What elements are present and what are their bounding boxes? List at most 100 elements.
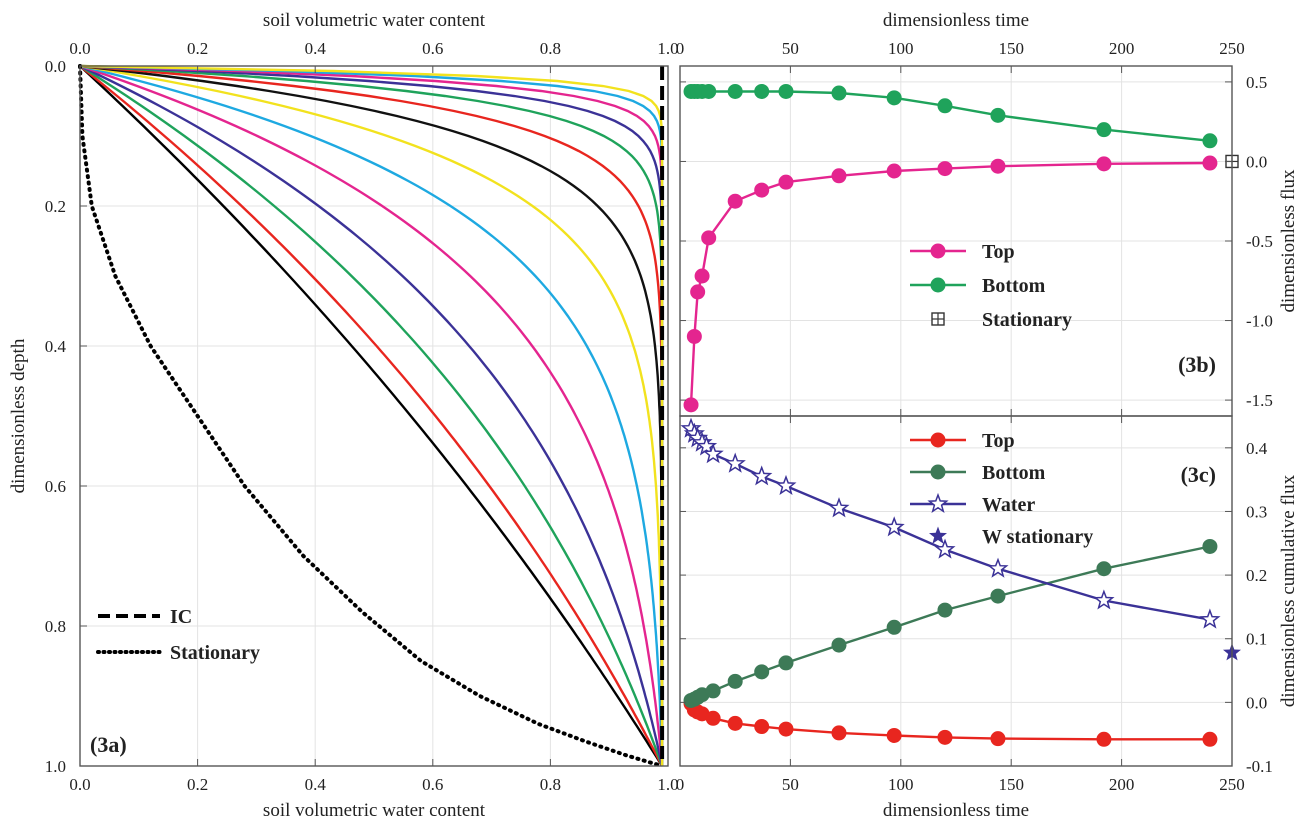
panel-3a-top-tick-label: 0.8 [540, 39, 561, 58]
panel-3c-x-tick-label: 0 [676, 775, 685, 794]
panel-3a-y-tick-label: 0.8 [45, 617, 66, 636]
panel-3c-series-water-point [775, 474, 797, 496]
panel-3b-series-top-point [886, 163, 902, 179]
panel-3c-series-water-point [987, 557, 1009, 578]
panel-3b-top-axis-label: dimensionless time [883, 10, 1029, 31]
panel-3a-bottom-tick-label: 0.4 [305, 775, 327, 794]
panel-3c-series-w-stationary-legend-marker [929, 526, 947, 544]
panel-3b-series-bottom-point [886, 90, 902, 106]
solution-curve-4 [79, 64, 664, 767]
panel-3b-series-top-point [831, 168, 847, 184]
panel-3c-x-tick-label: 150 [998, 775, 1024, 794]
panel-3a-legend: IC Stationary [96, 606, 260, 664]
panel-3b-y-tick-label: -1.0 [1246, 312, 1273, 331]
panel-3b-series-bottom-legend-marker [930, 277, 946, 293]
panel-3b-x-tick-label: 50 [782, 39, 799, 58]
panel-3c-series-water-legend-marker [927, 492, 949, 514]
panel-3c-series-bottom-point [937, 602, 953, 618]
panel-3b-series-bottom-point [1202, 133, 1218, 149]
panel-3c-series-top-point [778, 721, 794, 737]
panel-3a-grid [79, 65, 669, 767]
panel-3b-series-top-point [727, 193, 743, 209]
panel-3c-y-tick-label: 0.4 [1246, 439, 1268, 458]
panel-3b-series [683, 83, 1239, 413]
panel-3c-series-bottom-point [1202, 538, 1218, 554]
panel-3b-series-top-legend-marker [930, 243, 946, 259]
panel-3c-series-water-point [724, 452, 746, 473]
panel-3a-y-tick-label: 0.0 [45, 57, 66, 76]
panel-3a-label: (3a) [90, 732, 127, 757]
panel-3c-series-top-legend-label: Top [982, 430, 1015, 452]
panel-3b-series-bottom-point [1096, 122, 1112, 138]
panel-3c-series-top-point [705, 710, 721, 726]
panel-3b-series-stationary-legend-marker [931, 312, 945, 326]
panel-3c-ticks: 0 50 100 150 200 250 0.4 0.3 0.2 0.1 0.0 -0.1 [676, 416, 1273, 794]
panel-3c-series-top-point [990, 731, 1006, 747]
panel-3b-y-axis-label: dimensionless flux [1278, 169, 1299, 313]
panel-3c-series-bottom-legend-marker [930, 464, 946, 480]
panel-3b-series-bottom-point [701, 83, 717, 99]
panel-3c-y-tick-label: -0.1 [1246, 757, 1273, 776]
panel-3a-y-tick-label: 1.0 [45, 757, 66, 776]
panel-3c-series-top-point [754, 719, 770, 735]
panel-3c-series-top-legend-marker [930, 432, 946, 448]
panel-3b-series-bottom-point [990, 107, 1006, 123]
panel-3a-bottom-tick-label: 0.0 [69, 775, 90, 794]
panel-3c-series-top-point [1096, 731, 1112, 747]
panel-3c-x-tick-label: 100 [888, 775, 914, 794]
panel-3b-x-tick-label: 0 [676, 39, 685, 58]
panel-3a-y-tick-label: 0.2 [45, 197, 66, 216]
panel-3c-series-bottom-point [831, 637, 847, 653]
panel-3c-series-top-point [886, 727, 902, 743]
panel-3c-series-water-legend-label: Water [982, 494, 1035, 516]
panel-3a-top-tick-label: 0.6 [422, 39, 443, 58]
panel-3b-y-tick-label: 0.5 [1246, 73, 1267, 92]
panel-3b-series-top-point [694, 268, 710, 284]
panel-3b-series-stationary-legend-label: Stationary [982, 309, 1072, 331]
panel-3c-legend: Top Bottom Water W stationary [910, 430, 1093, 548]
panel-3b-series-top-point [1202, 155, 1218, 171]
panel-3c-y-tick-label: 0.3 [1246, 502, 1267, 521]
panel-3c-y-axis-label: dimensionless cumulative flux [1278, 474, 1299, 707]
panel-3b-series-bottom-legend-label: Bottom [982, 275, 1046, 297]
panel-3b-x-tick-label: 200 [1109, 39, 1135, 58]
panel-3a-y-axis-label: dimensionless depth [8, 338, 29, 493]
panel-3a-ticks: 0.00.00.20.20.40.40.60.60.80.81.01.00.00… [45, 39, 679, 794]
panel-3b-series-top-point [778, 174, 794, 190]
panel-3a-top-tick-label: 0.2 [187, 39, 208, 58]
panel-3c-series-water-point [751, 465, 773, 486]
panel-3b-grid [679, 66, 1233, 416]
panel-3b-y-tick-label: 0.0 [1246, 152, 1267, 171]
panel-3c-y-tick-label: 0.1 [1246, 630, 1267, 649]
panel-3c-series-bottom-line [690, 545, 1211, 702]
panel-3c-label: (3c) [1181, 462, 1216, 487]
panel-3c-series-water-point [828, 497, 850, 518]
panel-3a-top-tick-label: 1.0 [657, 39, 678, 58]
panel-3a-bottom-tick-label: 1.0 [657, 775, 678, 794]
panel-3c-y-tick-label: 0.0 [1246, 693, 1267, 712]
panel-3b-series-bottom-line [691, 90, 1211, 142]
panel-3b-series-bottom-point [831, 85, 847, 101]
panel-3c-series-bottom-point [886, 619, 902, 635]
panel-3c-series-bottom-legend-label: Bottom [982, 462, 1046, 484]
panel-3a-top-tick-label: 0.0 [69, 39, 90, 58]
panel-3a-bottom-tick-label: 0.2 [187, 775, 208, 794]
panel-3c-series-water-point [934, 538, 956, 559]
panel-3c-series-water-point [1199, 608, 1221, 629]
panel-3b-series-top-point [990, 158, 1006, 174]
panel-3c-series-water-point [702, 443, 724, 464]
panel-3b-y-tick-label: -1.5 [1246, 391, 1273, 410]
panel-3b-series-top-point [701, 230, 717, 246]
panel-3c-bottom-axis-label: dimensionless time [883, 800, 1029, 821]
panel-3c-y-tick-label: 0.2 [1246, 566, 1267, 585]
panel-3c-series-top-point [937, 729, 953, 745]
panel-3c-series-water-point [883, 516, 905, 537]
panel-3c-series-bottom-point [990, 588, 1006, 604]
panel-3b-series-bottom-point [754, 83, 770, 99]
panel-3b-series-top-point [754, 182, 770, 198]
panel-3b-series-top-point [683, 397, 699, 413]
panel-3b-series-top-legend-label: Top [982, 241, 1015, 263]
panel-3c-series-bottom-point [705, 683, 721, 699]
panel-3b-series-bottom-point [778, 83, 794, 99]
